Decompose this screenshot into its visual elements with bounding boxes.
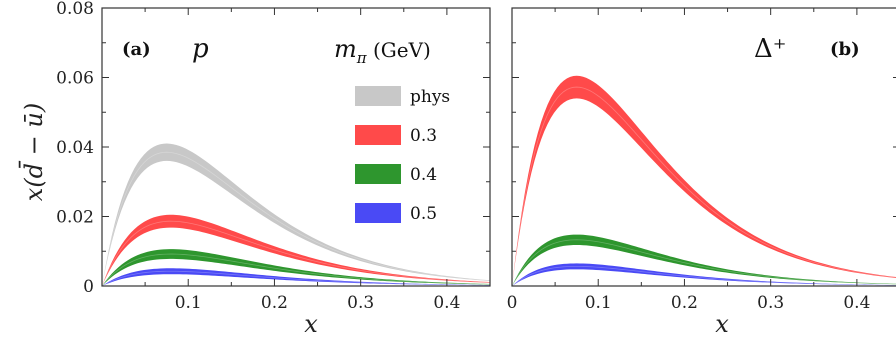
- x-tick-label: 0.2: [671, 293, 698, 313]
- legend-swatch-03: [355, 125, 401, 145]
- y-tick-label: 0.08: [56, 0, 94, 19]
- legend-label-phys: phys: [410, 87, 450, 107]
- legend: mπ (GeV) phys 0.3 0.4 0.5: [334, 35, 450, 224]
- panel-tag-b: (b): [830, 39, 860, 60]
- particle-label-delta: Δ⁺: [754, 34, 787, 64]
- legend-title: mπ (GeV): [334, 35, 431, 67]
- legend-title-sub: π: [356, 49, 368, 67]
- legend-swatch-phys: [355, 86, 401, 106]
- x-tick-label: 0.2: [261, 293, 288, 313]
- bands-right: [511, 75, 896, 287]
- band-04-left: [102, 249, 490, 286]
- panel-tag-a: (a): [122, 39, 151, 60]
- legend-swatch-04: [355, 164, 401, 184]
- band-05-right: [512, 263, 896, 286]
- legend-swatch-05: [355, 203, 401, 223]
- y-tick-label: 0.04: [56, 138, 94, 158]
- legend-label-03: 0.3: [410, 126, 437, 146]
- x-axis-label-left: x: [304, 310, 318, 338]
- x-tick-label: 0.1: [175, 293, 202, 313]
- x-tick-label: 0.1: [585, 293, 612, 313]
- band-midline-05-right: [511, 265, 896, 287]
- panel-right: 0 0.1 0.2 0.3 0.4 Δ⁺ (b) x: [507, 7, 896, 338]
- band-04-right: [512, 234, 896, 286]
- x-tick-label: 0: [507, 293, 518, 313]
- ticks-right: 0 0.1 0.2 0.3 0.4: [507, 7, 896, 313]
- y-axis-label: x(d̄ − ū): [19, 103, 48, 201]
- particle-label-p: p: [192, 34, 209, 64]
- band-midline-04-left: [101, 253, 491, 287]
- y-tick-label: 0.06: [56, 69, 94, 89]
- ticks-left: 0.1 0.2 0.3 0.4 0 0.02 0.04 0.06 0.08: [56, 0, 491, 313]
- band-midline-03-left: [101, 220, 491, 287]
- band-midline-05-left: [101, 270, 491, 287]
- y-tick-label: 0: [83, 277, 94, 297]
- band-midline-04-right: [511, 239, 896, 287]
- x-tick-label: 0.3: [347, 293, 374, 313]
- x-tick-label: 0.3: [757, 293, 784, 313]
- legend-title-unit: (GeV): [367, 38, 431, 62]
- y-axis-label-text: x(d̄ − ū): [19, 103, 48, 201]
- x-tick-label: 0.4: [843, 293, 870, 313]
- legend-entries: phys 0.3 0.4 0.5: [355, 86, 450, 224]
- band-midline-phys-left: [101, 151, 491, 287]
- x-tick-label: 0.4: [433, 293, 460, 313]
- panel-left: 0.1 0.2 0.3 0.4 0 0.02 0.04 0.06 0.08 (a) p mπ (…: [19, 0, 491, 338]
- legend-title-symbol: m: [334, 35, 357, 63]
- band-05-left: [102, 268, 490, 286]
- band-midline-03-right: [511, 86, 896, 287]
- legend-label-04: 0.4: [410, 165, 437, 185]
- band-03-right: [512, 75, 896, 286]
- y-tick-label: 0.02: [56, 208, 94, 228]
- x-axis-label-right: x: [715, 310, 729, 338]
- bands-left: [101, 143, 491, 287]
- legend-label-05: 0.5: [410, 204, 437, 224]
